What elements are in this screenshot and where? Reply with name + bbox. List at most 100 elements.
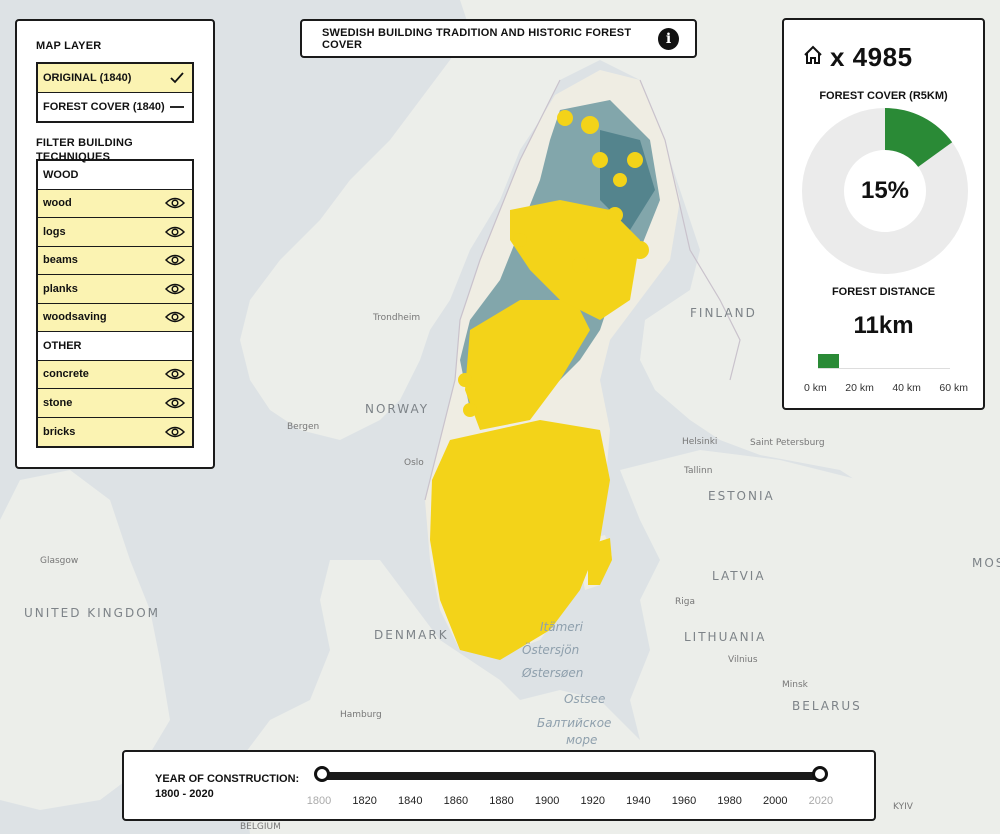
filter-label: wood — [43, 197, 72, 210]
filter-label: stone — [43, 396, 73, 409]
label-trondheim: Trondheim — [373, 313, 421, 323]
label-kyiv: KYIV — [893, 802, 913, 812]
label-helsinki: Helsinki — [682, 437, 718, 447]
year-label: YEAR OF CONSTRUCTION: 1800 - 2020 — [155, 772, 299, 802]
map-layer-group: ORIGINAL (1840) FOREST COVER (1840) — [36, 62, 194, 123]
filter-stone[interactable]: stone — [38, 389, 192, 418]
layer-original-1840[interactable]: ORIGINAL (1840) — [38, 64, 192, 93]
scale-tick: 20 km — [845, 382, 874, 394]
building-count-value: x 4985 — [830, 42, 913, 72]
eye-icon[interactable] — [164, 396, 186, 410]
year-slider-track[interactable] — [322, 772, 820, 780]
year-tick: 1960 — [671, 795, 697, 807]
filter-bricks[interactable]: bricks — [38, 417, 192, 446]
title-bar: SWEDISH BUILDING TRADITION AND HISTORIC … — [300, 19, 697, 58]
forest-cover-donut: 15% — [802, 108, 968, 274]
label-denmark: DENMARK — [374, 628, 449, 642]
stats-panel: x 4985 FOREST COVER (R5KM) 15% FOREST DI… — [782, 18, 985, 410]
map-layer-title: MAP LAYER — [36, 40, 102, 52]
filter-woodsaving[interactable]: woodsaving — [38, 303, 192, 332]
label-sea-ostersoen: Østersøen — [522, 666, 584, 680]
label-glasgow: Glasgow — [40, 556, 79, 566]
filter-logs[interactable]: logs — [38, 218, 192, 247]
label-sea-baltiyskoe: Балтийское — [537, 716, 612, 730]
forest-cover-value: 15% — [860, 177, 910, 204]
wood-header: WOOD — [38, 161, 192, 190]
year-tick: 1940 — [626, 795, 651, 807]
label-norway: NORWAY — [365, 402, 430, 416]
eye-icon[interactable] — [164, 425, 186, 439]
year-label-title: YEAR OF CONSTRUCTION: — [155, 773, 300, 785]
label-tallinn: Tallinn — [684, 466, 713, 476]
label-moscow: MOSC — [972, 556, 1000, 570]
label-minsk: Minsk — [782, 680, 808, 690]
eye-icon[interactable] — [164, 225, 186, 239]
label-sea-itameri: Itämeri — [540, 620, 583, 634]
filter-label: bricks — [43, 425, 76, 438]
layer-label: FOREST COVER (1840) — [43, 100, 165, 113]
label-estonia: ESTONIA — [708, 489, 775, 503]
year-tick: 1900 — [534, 795, 560, 807]
filter-wood[interactable]: wood — [38, 189, 192, 218]
page-title: SWEDISH BUILDING TRADITION AND HISTORIC … — [322, 26, 632, 51]
forest-distance-value: 11km — [853, 312, 914, 339]
label-belgium: BELGIUM — [240, 822, 281, 832]
year-tick: 1920 — [580, 795, 605, 807]
distance-scale-track — [818, 352, 950, 369]
eye-icon[interactable] — [164, 282, 186, 296]
year-tick: 1840 — [398, 795, 423, 807]
eye-icon[interactable] — [164, 310, 186, 324]
eye-icon[interactable] — [164, 253, 186, 267]
label-united-kingdom: UNITED KINGDOM — [24, 606, 160, 620]
filter-planks[interactable]: planks — [38, 275, 192, 304]
year-tick: 1820 — [352, 795, 377, 807]
forest-cover-arc — [885, 108, 953, 167]
label-vilnius: Vilnius — [728, 655, 758, 665]
distance-scale-fill — [818, 354, 839, 368]
filter-concrete[interactable]: concrete — [38, 360, 192, 389]
info-icon[interactable]: i — [658, 27, 679, 50]
label-riga: Riga — [675, 597, 695, 607]
scale-tick: 0 km — [804, 382, 827, 394]
filter-label: planks — [43, 282, 78, 295]
filter-label: woodsaving — [43, 311, 107, 324]
label-hamburg: Hamburg — [340, 710, 382, 720]
year-slider-start-handle[interactable] — [314, 766, 330, 782]
building-count: x 4985 — [802, 42, 913, 73]
label-bergen: Bergen — [287, 422, 320, 432]
eye-icon[interactable] — [164, 367, 186, 381]
year-tick: 1980 — [717, 795, 742, 807]
year-ticks: 1800 1820 1840 1860 1880 1900 1920 1940 … — [304, 795, 836, 807]
layer-label: ORIGINAL (1840) — [43, 71, 132, 84]
wood-header-label: WOOD — [43, 168, 79, 181]
year-label-range: 1800 - 2020 — [155, 788, 214, 800]
filter-group: WOOD wood logs beams planks woodsaving O… — [36, 159, 194, 448]
label-saint-petersburg: Saint Petersburg — [750, 438, 825, 448]
label-oslo: Oslo — [404, 458, 424, 468]
label-sea-ostersjon: Östersjön — [522, 643, 580, 657]
check-icon — [168, 71, 186, 85]
filter-title: FILTER BUILDING TECHNIQUES — [36, 137, 133, 163]
label-finland: FINLAND — [690, 306, 757, 320]
distance-scale — [818, 352, 950, 370]
forest-cover-label: FOREST COVER (R5KM) — [819, 90, 948, 102]
year-tick: 1880 — [489, 795, 514, 807]
layer-filter-panel: MAP LAYER ORIGINAL (1840) FOREST COVER (… — [15, 19, 215, 469]
filter-beams[interactable]: beams — [38, 246, 192, 275]
eye-icon[interactable] — [164, 196, 186, 210]
year-tick: 1860 — [443, 795, 469, 807]
timeline-panel: YEAR OF CONSTRUCTION: 1800 - 2020 1800 1… — [122, 750, 876, 821]
house-icon — [802, 44, 824, 71]
layer-forest-cover-1840[interactable]: FOREST COVER (1840) — [38, 92, 192, 121]
filter-label: concrete — [43, 368, 89, 381]
label-sea-ostsee: Ostsee — [564, 692, 606, 706]
forest-distance-label: FOREST DISTANCE — [831, 286, 936, 298]
other-header-label: OTHER — [43, 339, 82, 352]
scale-tick: 40 km — [892, 382, 921, 394]
other-header: OTHER — [38, 332, 192, 361]
label-sea-more: море — [566, 733, 598, 747]
label-lithuania: LITHUANIA — [684, 630, 767, 644]
label-latvia: LATVIA — [712, 569, 766, 583]
year-slider-end-handle[interactable] — [812, 766, 828, 782]
filter-label: beams — [43, 254, 78, 267]
